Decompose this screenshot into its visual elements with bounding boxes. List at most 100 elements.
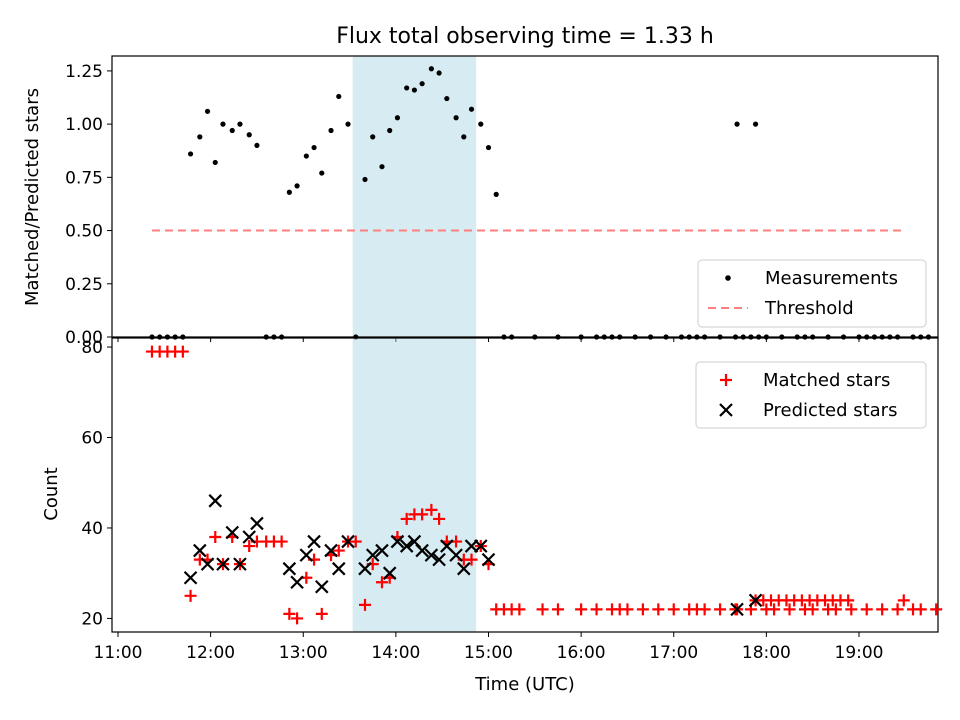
measurement-point bbox=[632, 334, 638, 340]
predicted-star-point bbox=[250, 516, 264, 531]
measurement-point bbox=[279, 334, 285, 340]
measurement-point bbox=[779, 334, 785, 340]
top-ytick-label: 0.75 bbox=[65, 168, 103, 188]
predicted-star-point bbox=[324, 543, 338, 558]
top-ytick-label: 1.00 bbox=[65, 115, 103, 135]
measurement-point bbox=[204, 108, 211, 114]
predicted-star-point bbox=[341, 534, 355, 549]
measurement-point bbox=[678, 334, 685, 340]
measurement-point bbox=[180, 334, 186, 340]
matched-star-point bbox=[536, 603, 549, 616]
matched-star-point bbox=[275, 535, 288, 548]
legend-predicted-marker bbox=[719, 403, 733, 417]
bottom-plot-frame bbox=[111, 337, 939, 633]
measurement-point bbox=[411, 87, 417, 93]
xtick-label: 19:00 bbox=[835, 643, 884, 663]
matched-star-point bbox=[416, 508, 429, 521]
matched-star-point bbox=[667, 603, 680, 616]
measurement-point bbox=[647, 334, 654, 340]
measurement-point bbox=[840, 334, 847, 340]
measurement-point bbox=[246, 132, 252, 138]
matched-star-point bbox=[359, 598, 371, 611]
predicted-star-point bbox=[375, 543, 389, 558]
top-y-ticks: 0.00 0.25 0.50 0.75 1.00 1.25 bbox=[65, 62, 112, 348]
top-legend-box bbox=[697, 259, 927, 328]
bottom-y-ticks: 20 40 60 80 bbox=[81, 338, 112, 629]
predicted-star-point bbox=[183, 570, 198, 585]
matched-star-point bbox=[433, 512, 446, 525]
measurement-point bbox=[404, 85, 410, 91]
matched-star-point bbox=[930, 603, 943, 616]
measurement-point bbox=[617, 334, 623, 340]
matched-star-point bbox=[714, 603, 727, 616]
measurement-point bbox=[303, 153, 309, 159]
predicted-star-point bbox=[382, 566, 397, 580]
measurement-point bbox=[879, 334, 885, 340]
measurement-point bbox=[501, 334, 507, 340]
xtick-label: 16:00 bbox=[557, 643, 606, 663]
measurement-point bbox=[419, 81, 425, 87]
measurement-point bbox=[468, 106, 475, 112]
bottom-ylabel: Count bbox=[41, 467, 62, 520]
matched-star-point bbox=[829, 603, 842, 616]
measurement-point bbox=[220, 121, 226, 127]
matched-star-point bbox=[291, 612, 304, 625]
measurement-point bbox=[493, 191, 499, 197]
measurement-point bbox=[756, 334, 762, 340]
top-ytick-label: 0.25 bbox=[65, 275, 103, 295]
matched-star-point bbox=[698, 603, 711, 616]
predicted-star-point bbox=[424, 548, 439, 562]
measurement-point bbox=[601, 334, 607, 340]
predicted-star-point bbox=[216, 557, 230, 571]
bottom-ytick-label: 80 bbox=[81, 338, 103, 358]
measurement-point bbox=[478, 121, 484, 127]
bottom-legend-box bbox=[695, 361, 927, 429]
predicted-star-point bbox=[282, 561, 297, 576]
measurement-point bbox=[294, 183, 300, 189]
measurement-point bbox=[887, 334, 893, 340]
matched-star-point bbox=[806, 603, 819, 616]
measurement-point bbox=[370, 134, 376, 140]
measurement-point bbox=[864, 334, 870, 340]
predicted-star-point bbox=[208, 494, 223, 508]
measurement-point bbox=[212, 159, 218, 166]
measurement-point bbox=[453, 115, 459, 121]
predicted-star-point bbox=[474, 539, 488, 553]
xtick-label: 12:00 bbox=[186, 643, 235, 663]
measurement-point bbox=[237, 121, 243, 127]
measurement-point bbox=[910, 334, 916, 340]
measurement-point bbox=[311, 144, 317, 151]
matched-star-point bbox=[465, 553, 478, 566]
measurement-point bbox=[555, 334, 561, 340]
matched-star-point bbox=[425, 503, 438, 516]
matched-star-point bbox=[636, 603, 649, 616]
measurement-point bbox=[444, 95, 450, 102]
measurement-point bbox=[229, 127, 235, 134]
predicted-star-point bbox=[390, 534, 405, 549]
xtick-label: 17:00 bbox=[649, 643, 698, 663]
measurement-point bbox=[149, 334, 155, 340]
measurement-point bbox=[763, 334, 769, 340]
measurement-point bbox=[187, 151, 194, 157]
measurement-point bbox=[328, 127, 334, 134]
top-ytick-label: 0.00 bbox=[65, 328, 103, 348]
predicted-star-point bbox=[432, 552, 446, 567]
legend-matched-label: Matched stars bbox=[763, 370, 890, 391]
measurement-point bbox=[172, 334, 178, 340]
predicted-star-point bbox=[233, 557, 247, 571]
measurement-point bbox=[532, 334, 538, 340]
measurement-point bbox=[802, 334, 808, 340]
predicted-star-point bbox=[299, 548, 314, 562]
measurement-point bbox=[254, 142, 260, 149]
matched-star-point bbox=[590, 603, 603, 616]
predicted-star-point bbox=[242, 530, 256, 544]
top-shaded-region bbox=[352, 56, 477, 337]
measurement-point bbox=[379, 164, 385, 170]
measurement-point bbox=[663, 334, 669, 340]
top-ytick-label: 1.25 bbox=[65, 62, 103, 82]
measurement-point bbox=[271, 334, 277, 340]
legend-matched-marker bbox=[720, 374, 732, 386]
xtick-label: 13:00 bbox=[279, 643, 328, 663]
measurement-point bbox=[871, 334, 878, 340]
matched-star-point bbox=[513, 603, 526, 616]
